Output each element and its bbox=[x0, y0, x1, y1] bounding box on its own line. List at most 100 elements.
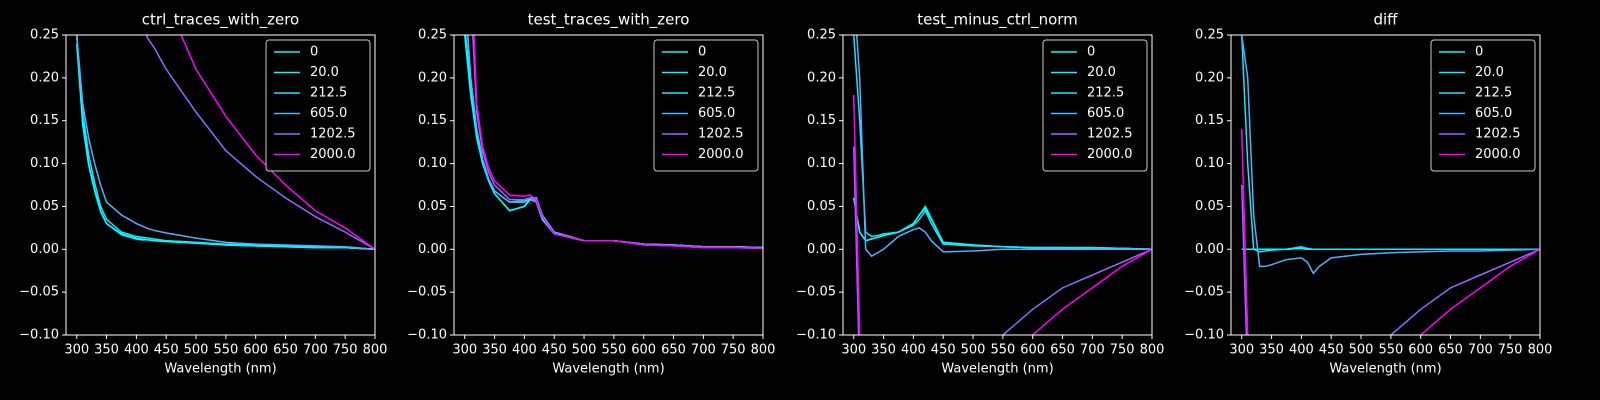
y-tick-label: 0.25 bbox=[30, 28, 59, 43]
x-tick-label: 350 bbox=[482, 343, 507, 358]
y-tick-label: −0.05 bbox=[796, 285, 836, 300]
y-tick-label: 0.00 bbox=[807, 242, 836, 257]
axes-frame bbox=[1230, 34, 1541, 336]
y-tick-label: 0.00 bbox=[418, 242, 447, 257]
legend-label: 20.0 bbox=[310, 65, 339, 80]
subplot: diff Wavelength (nm) 300 350 400 450 500 550 600… bbox=[1184, 11, 1553, 377]
x-tick-label: 750 bbox=[721, 343, 746, 358]
data-line bbox=[852, 94, 1152, 335]
legend-label: 605.0 bbox=[698, 106, 735, 121]
subplot-title: test_traces_with_zero bbox=[528, 11, 690, 30]
x-tick-label: 450 bbox=[154, 343, 179, 358]
y-tick-label: −0.05 bbox=[19, 285, 59, 300]
x-tick-label: 300 bbox=[1229, 343, 1254, 358]
data-line bbox=[855, 35, 1152, 258]
x-tick-label: 350 bbox=[94, 343, 119, 358]
x-tick-label: 400 bbox=[1289, 343, 1314, 358]
subplot-title: test_minus_ctrl_norm bbox=[917, 11, 1078, 30]
x-tick-label: 500 bbox=[184, 343, 209, 358]
y-tick-label: −0.10 bbox=[407, 328, 447, 343]
legend-label: 20.0 bbox=[698, 65, 727, 80]
data-line bbox=[852, 35, 1152, 251]
y-tick-label: −0.05 bbox=[1184, 285, 1224, 300]
data-line bbox=[852, 146, 1152, 335]
data-line bbox=[1240, 35, 1540, 275]
y-tick-label: 0.15 bbox=[807, 113, 836, 128]
x-tick-label: 800 bbox=[1528, 343, 1553, 358]
legend-label: 212.5 bbox=[1087, 86, 1124, 101]
subplot: test_minus_ctrl_norm Wavelength (nm) 300 35… bbox=[796, 11, 1165, 377]
x-tick-label: 400 bbox=[124, 343, 149, 358]
x-tick-label: 750 bbox=[1498, 343, 1523, 358]
legend-label: 605.0 bbox=[1475, 106, 1512, 121]
legend-label: 2000.0 bbox=[1087, 147, 1133, 162]
y-tick-label: 0.10 bbox=[1195, 156, 1224, 171]
y-tick-label: −0.10 bbox=[1184, 328, 1224, 343]
y-tick-label: 0.20 bbox=[30, 70, 59, 85]
y-tick-label: 0.20 bbox=[418, 70, 447, 85]
x-axis-label: Wavelength (nm) bbox=[941, 362, 1053, 377]
data-line bbox=[473, 35, 763, 250]
legend-label: 605.0 bbox=[1087, 106, 1124, 121]
x-tick-label: 600 bbox=[1408, 343, 1433, 358]
x-tick-label: 650 bbox=[1050, 343, 1075, 358]
x-tick-label: 450 bbox=[931, 343, 956, 358]
y-tick-label: 0.25 bbox=[1195, 28, 1224, 43]
x-tick-label: 500 bbox=[1349, 343, 1374, 358]
x-tick-label: 650 bbox=[273, 343, 298, 358]
legend-label: 0 bbox=[1475, 45, 1483, 60]
data-line bbox=[180, 35, 375, 250]
y-tick-label: 0.10 bbox=[30, 156, 59, 171]
x-tick-label: 700 bbox=[1080, 343, 1105, 358]
x-tick-label: 800 bbox=[1140, 343, 1165, 358]
subplot-title: diff bbox=[1373, 11, 1398, 29]
x-tick-label: 300 bbox=[64, 343, 89, 358]
y-tick-label: 0.15 bbox=[418, 113, 447, 128]
data-line bbox=[1240, 35, 1540, 253]
legend-label: 0 bbox=[310, 45, 318, 60]
legend-label: 212.5 bbox=[698, 86, 735, 101]
axes-frame bbox=[842, 34, 1153, 336]
x-tick-label: 550 bbox=[213, 343, 238, 358]
y-tick-label: 0.05 bbox=[1195, 199, 1224, 214]
x-axis-label: Wavelength (nm) bbox=[1329, 362, 1441, 377]
legend-label: 1202.5 bbox=[698, 127, 744, 142]
y-tick-label: 0.25 bbox=[807, 28, 836, 43]
x-tick-label: 750 bbox=[1110, 343, 1135, 358]
x-tick-label: 300 bbox=[452, 343, 477, 358]
legend-label: 1202.5 bbox=[1475, 127, 1521, 142]
y-tick-label: 0.10 bbox=[418, 156, 447, 171]
legend-label: 1202.5 bbox=[1087, 127, 1133, 142]
data-line bbox=[75, 43, 375, 251]
legend-label: 605.0 bbox=[310, 106, 347, 121]
x-tick-label: 650 bbox=[1438, 343, 1463, 358]
x-tick-label: 800 bbox=[751, 343, 776, 358]
data-line bbox=[1240, 184, 1540, 335]
axes-frame bbox=[453, 34, 764, 336]
y-tick-label: 0.25 bbox=[418, 28, 447, 43]
axes-frame bbox=[65, 34, 376, 336]
y-tick-label: 0.10 bbox=[807, 156, 836, 171]
y-tick-label: 0.20 bbox=[807, 70, 836, 85]
x-tick-label: 350 bbox=[871, 343, 896, 358]
data-line bbox=[1240, 129, 1540, 335]
subplot: ctrl_traces_with_zero Wavelength (nm) 300 3… bbox=[19, 11, 388, 377]
y-tick-label: 0.15 bbox=[30, 113, 59, 128]
x-tick-label: 550 bbox=[601, 343, 626, 358]
y-tick-label: 0.00 bbox=[1195, 242, 1224, 257]
x-tick-label: 750 bbox=[333, 343, 358, 358]
y-tick-label: 0.15 bbox=[1195, 113, 1224, 128]
x-tick-label: 800 bbox=[363, 343, 388, 358]
data-line bbox=[145, 35, 375, 250]
legend-label: 0 bbox=[698, 45, 706, 60]
x-tick-label: 450 bbox=[1319, 343, 1344, 358]
subplot: test_traces_with_zero Wavelength (nm) 300 3… bbox=[407, 11, 776, 377]
legend-label: 212.5 bbox=[1475, 86, 1512, 101]
x-axis-label: Wavelength (nm) bbox=[164, 362, 276, 377]
legend-label: 2000.0 bbox=[1475, 147, 1521, 162]
legend-label: 2000.0 bbox=[698, 147, 744, 162]
x-tick-label: 700 bbox=[303, 343, 328, 358]
legend-label: 2000.0 bbox=[310, 147, 356, 162]
x-tick-label: 700 bbox=[691, 343, 716, 358]
x-tick-label: 600 bbox=[1020, 343, 1045, 358]
